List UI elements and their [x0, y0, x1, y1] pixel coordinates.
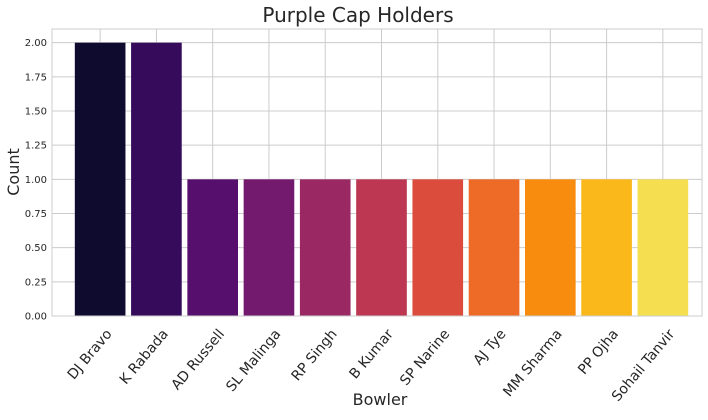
bar-sl-malinga: [243, 179, 295, 316]
plot-frame: [51, 28, 703, 317]
bar-b-kumar: [356, 179, 407, 316]
bar-pp-ojha: [581, 179, 632, 316]
y-tick-label: 0.25: [25, 277, 47, 288]
bar-dj-bravo: [74, 42, 126, 317]
bar-mm-sharma: [524, 179, 576, 316]
y-tick-labels: 0.00 0.25 0.50 0.75 1.00 1.25 1.50 1.75 2.00: [25, 38, 47, 322]
bar-sohail-tanvir: [637, 179, 689, 316]
y-tick-label: 1.00: [25, 175, 47, 186]
bar-sp-narine: [412, 179, 464, 316]
y-tick-label: 1.50: [25, 107, 47, 118]
y-tick-label: 0.75: [25, 209, 47, 220]
y-tick-label: 1.25: [25, 141, 47, 152]
bar-rp-singh: [299, 179, 351, 316]
bar-layer: [74, 42, 689, 317]
y-tick-label: 0.50: [25, 243, 47, 254]
y-tick-label: 1.75: [25, 72, 47, 83]
y-axis-label: Count: [4, 148, 23, 196]
chart-title: Purple Cap Holders: [262, 3, 453, 27]
bar-aj-tye: [468, 179, 520, 316]
x-axis-label: Bowler: [353, 390, 408, 409]
bar-k-rabada: [131, 42, 182, 317]
bar-ad-russell: [187, 179, 239, 316]
y-tick-label: 2.00: [25, 38, 47, 49]
y-tick-label: 0.00: [25, 312, 47, 323]
